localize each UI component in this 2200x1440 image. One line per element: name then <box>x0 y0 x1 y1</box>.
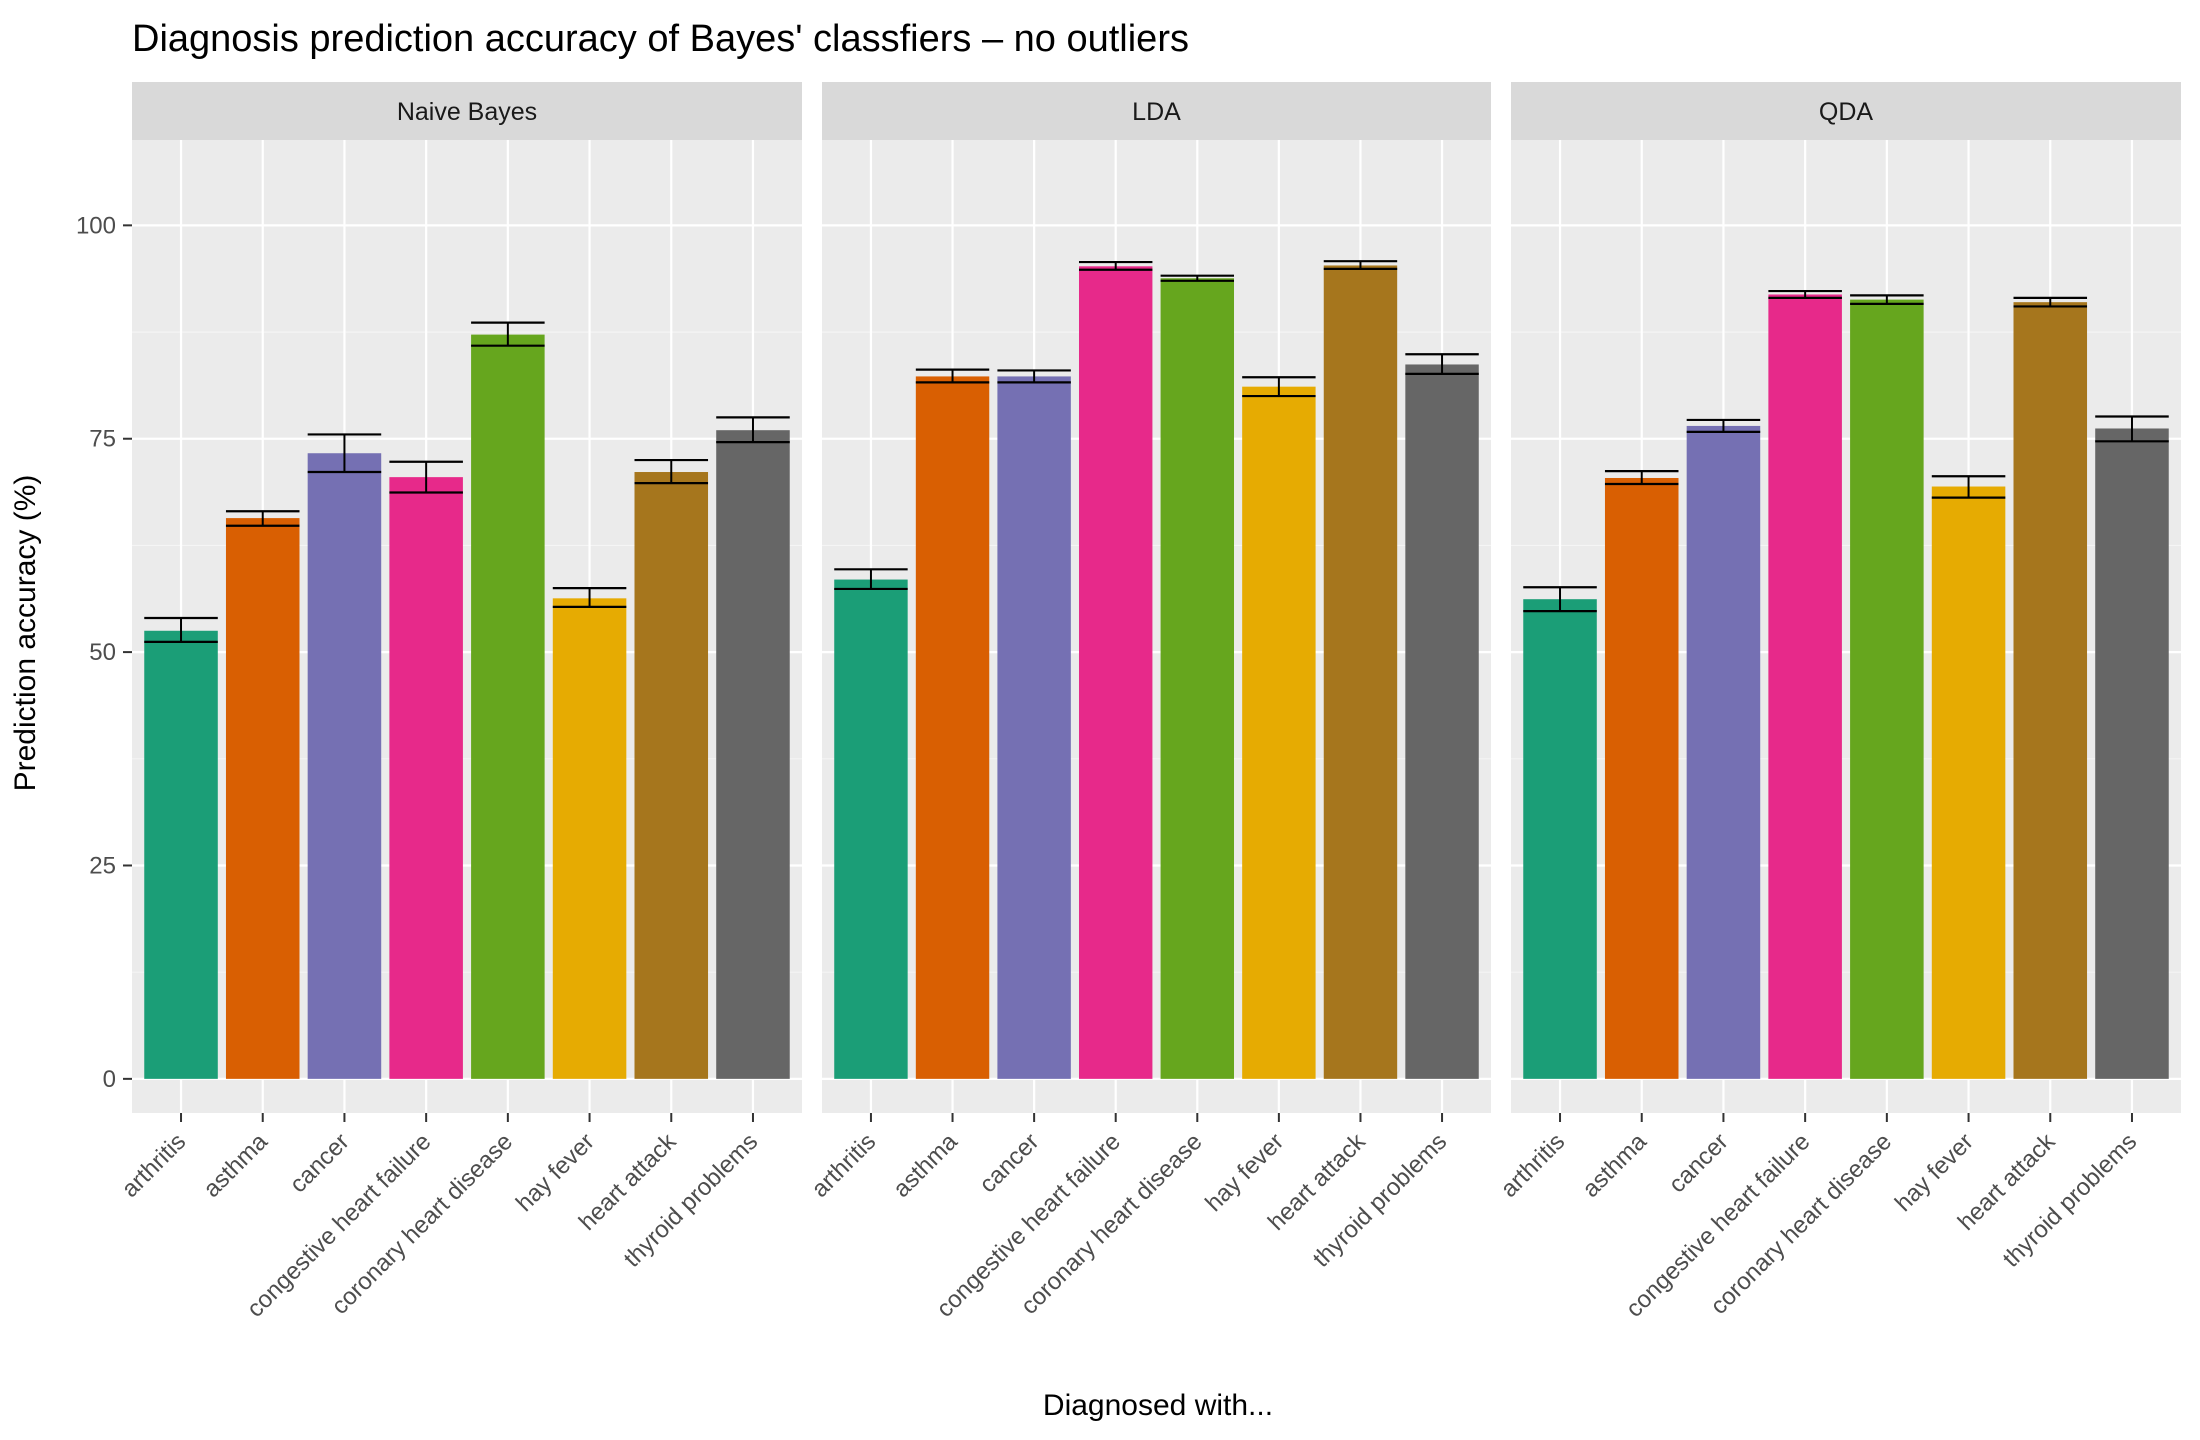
error-bar <box>1078 260 1153 271</box>
bar <box>1078 266 1153 1079</box>
bar <box>1686 425 1761 1079</box>
y-tick-label: 50 <box>89 639 116 666</box>
x-tick-label: cancer <box>285 1128 355 1198</box>
facet-strip-label: QDA <box>1819 98 1874 126</box>
x-tick-label: arthritis <box>1496 1128 1571 1203</box>
error-bar <box>552 586 627 608</box>
bar <box>1604 477 1679 1079</box>
y-axis-title: Prediction accuracy (%) <box>9 475 42 792</box>
bar <box>307 453 382 1079</box>
bar <box>1768 294 1842 1079</box>
facet-strip-label: LDA <box>1132 98 1181 126</box>
facet-strip-label: Naive Bayes <box>397 98 537 126</box>
x-tick-label: asthma <box>888 1128 963 1203</box>
error-bar <box>1160 274 1235 282</box>
error-bar <box>225 510 300 527</box>
x-tick-label: cancer <box>1664 1128 1734 1198</box>
bar <box>1242 386 1316 1079</box>
bar <box>634 472 709 1079</box>
x-tick-label: arthritis <box>806 1128 881 1203</box>
x-tick-label: asthma <box>198 1128 273 1203</box>
bar <box>915 376 990 1079</box>
bar <box>716 430 790 1079</box>
y-tick-label: 75 <box>89 426 116 453</box>
error-bar <box>634 458 709 485</box>
bar <box>1160 278 1235 1079</box>
bar <box>1931 486 2006 1079</box>
error-bar <box>471 321 545 347</box>
error-bar <box>307 433 382 474</box>
bar <box>552 598 627 1079</box>
y-tick-label: 25 <box>89 852 116 879</box>
x-tick-label: arthritis <box>117 1128 192 1203</box>
error-bar <box>716 416 790 444</box>
bar <box>1323 265 1398 1079</box>
chart-title: Diagnosis prediction accuracy of Bayes' … <box>132 18 1189 60</box>
bar <box>834 579 908 1079</box>
facet-strip <box>822 82 1491 140</box>
error-bar <box>1768 289 1842 299</box>
error-bar <box>834 568 908 591</box>
bar <box>1850 299 1924 1079</box>
y-tick-label: 100 <box>76 212 116 239</box>
bar <box>2013 302 2088 1079</box>
error-bar <box>144 616 218 643</box>
error-bar <box>1850 294 1924 305</box>
y-axis: 0 25 50 75 100 <box>76 212 132 1093</box>
facet-strip <box>132 82 802 140</box>
bar <box>1405 364 1479 1079</box>
x-tick-label: cancer <box>974 1128 1044 1198</box>
bar <box>389 477 463 1079</box>
error-bar <box>1686 418 1761 433</box>
x-tick-label: asthma <box>1577 1128 1652 1203</box>
error-bar <box>1604 470 1679 486</box>
bar <box>471 334 545 1079</box>
bar <box>144 630 218 1079</box>
error-bar <box>1323 260 1398 270</box>
bar <box>997 376 1071 1079</box>
error-bar <box>1931 475 2006 499</box>
error-bar <box>915 368 990 384</box>
error-bar <box>2095 415 2169 443</box>
error-bar <box>1242 376 1316 398</box>
error-bar <box>389 460 463 494</box>
bar <box>1523 599 1597 1079</box>
error-bar <box>1405 353 1479 375</box>
bar <box>2095 428 2169 1079</box>
x-axis-title: Diagnosed with... <box>1043 1389 1273 1422</box>
error-bar <box>2013 296 2088 308</box>
bar <box>225 518 300 1079</box>
error-bar <box>997 369 1071 384</box>
error-bar <box>1523 586 1597 613</box>
facet-strip <box>1511 82 2181 140</box>
y-tick-label: 0 <box>103 1066 116 1093</box>
